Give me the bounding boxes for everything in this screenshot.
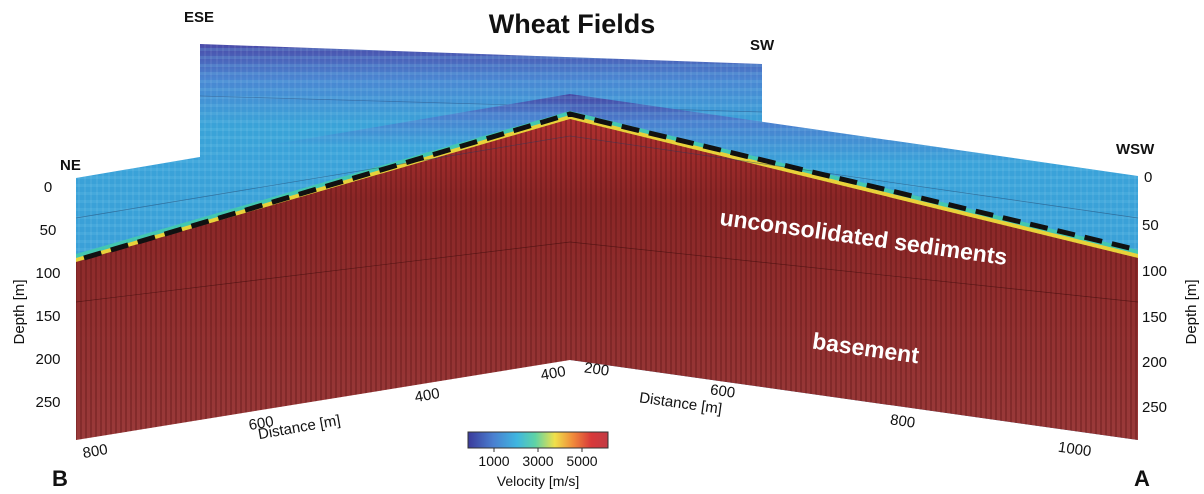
depth-tick-right: 100 [1142,263,1167,280]
distance-tick-right: 800 [889,411,916,431]
direction-ne-label: NE [60,157,81,174]
depth-tick-left: 0 [44,179,52,196]
colorbar-tick: 3000 [522,453,553,469]
colorbar-tick: 1000 [478,453,509,469]
corner-label-b: B [52,466,68,491]
depth-axis-label-right: Depth [m] [1183,279,1200,344]
direction-wsw-label: WSW [1116,141,1155,158]
distance-tick-left: 800 [81,441,109,462]
distance-tick-right: 600 [709,381,736,401]
velocity-colorbar: 1000 3000 5000 Velocity [m/s] [467,431,609,489]
direction-ese-label: ESE [184,9,214,26]
colorbar-tick: 5000 [566,453,597,469]
depth-tick-left: 200 [35,351,60,368]
distance-tick-left: 600 [247,413,275,434]
depth-axis-left: 0 50 100 150 200 250 Depth [m] [11,179,61,411]
depth-tick-right: 250 [1142,399,1167,416]
distance-tick-right: 1000 [1057,439,1092,460]
depth-tick-left: 100 [35,265,60,282]
basement-interface-line [83,111,1139,261]
depth-tick-right: 0 [1144,169,1152,186]
figure-title: Wheat Fields [489,9,656,39]
front-left-panel [75,94,571,440]
colorbar-label: Velocity [m/s] [497,473,579,489]
depth-tick-left: 250 [35,394,60,411]
depth-tick-right: 200 [1142,354,1167,371]
direction-sw-label: SW [750,37,775,54]
distance-tick-left: 400 [539,363,567,384]
depth-tick-right: 150 [1142,309,1167,326]
depth-tick-right: 50 [1142,217,1159,234]
colorbar-gradient [467,431,609,449]
depth-tick-left: 150 [35,308,60,325]
distance-tick-left: 400 [413,385,441,406]
corner-label-a: A [1134,466,1150,491]
distance-tick-right: 200 [583,359,610,379]
front-right-panel [569,94,1139,440]
depth-axis-right: 0 50 100 150 200 250 Depth [m] [1142,169,1200,416]
depth-axis-label-left: Depth [m] [11,279,28,344]
depth-tick-left: 50 [40,222,57,239]
